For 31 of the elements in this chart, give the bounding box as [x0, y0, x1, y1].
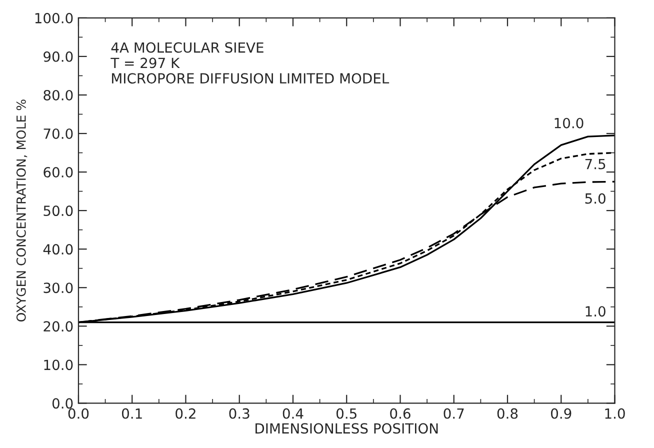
y-axis-title: OXYGEN CONCENTRATION, MOLE %	[16, 100, 28, 322]
x-tick-label: 0.2	[176, 408, 196, 419]
y-tick-label: 70.0	[44, 128, 73, 139]
series-label: 5.0	[585, 193, 606, 204]
y-tick-label: 20.0	[44, 321, 73, 332]
x-tick-label: 0.7	[444, 408, 464, 419]
x-tick-label: 0.9	[551, 408, 572, 419]
x-tick-label: 0.8	[497, 408, 518, 419]
x-tick-label: 1.0	[605, 408, 625, 419]
annotation: MICROPORE DIFFUSION LIMITED MODEL	[112, 73, 390, 84]
y-tick-label: 10.0	[44, 360, 73, 370]
y-tick-label: 30.0	[44, 282, 73, 294]
annotation: T = 297 K	[110, 58, 180, 68]
x-tick-label: 0.0	[68, 408, 89, 419]
x-tick-label: 0.4	[282, 408, 304, 419]
x-tick-label: 0.1	[122, 408, 142, 419]
annotation: 4A MOLECULAR SIEVE	[111, 42, 264, 53]
y-tick-label: 40.0	[43, 244, 73, 255]
series-label: 1.0	[586, 306, 606, 317]
x-tick-label: 0.6	[390, 408, 410, 419]
series-label: 7.5	[585, 158, 606, 170]
y-tick-label: 60.0	[44, 167, 73, 178]
y-tick-label: 50.0	[44, 206, 73, 216]
y-tick-label: 100.0	[35, 12, 73, 24]
x-tick-label: 0.5	[336, 408, 356, 419]
y-tick-label: 90.0	[44, 51, 73, 62]
x-tick-label: 0.3	[229, 408, 250, 419]
x-axis-title: DIMENSIONLESS POSITION	[256, 423, 438, 434]
y-tick-label: 0.0	[52, 398, 73, 409]
y-tick-label: 80.0	[44, 90, 73, 100]
series-label: 10.0	[554, 118, 584, 128]
